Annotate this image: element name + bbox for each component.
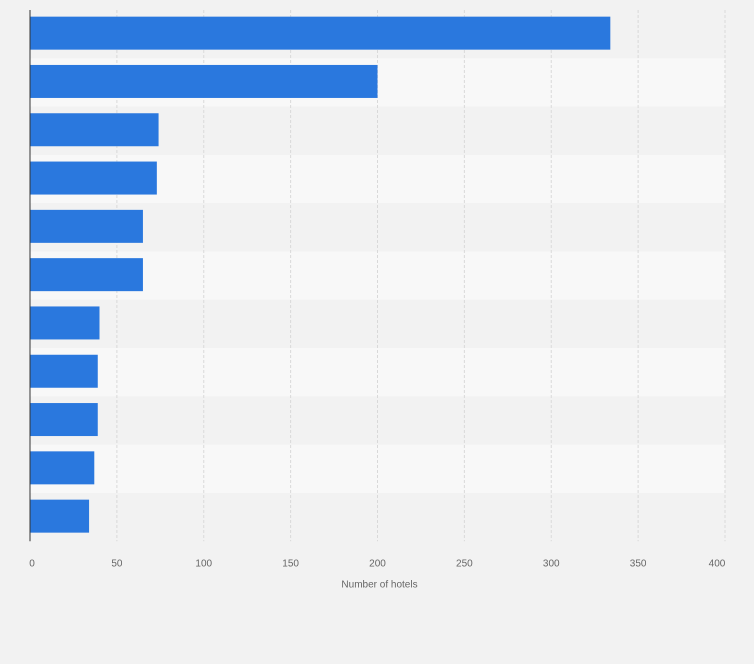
x-tick-label: 150 xyxy=(282,558,299,569)
x-tick-labels: 0 50 100 150 200 250 300 350 400 xyxy=(29,558,726,569)
x-tick-label: 200 xyxy=(369,558,386,569)
bar[interactable] xyxy=(30,499,90,533)
x-tick-label: 400 xyxy=(709,558,726,569)
bar[interactable] xyxy=(30,16,611,50)
x-tick-label: 250 xyxy=(456,558,473,569)
bar[interactable] xyxy=(30,209,143,243)
x-tick-label: 350 xyxy=(630,558,647,569)
x-tick-label: 50 xyxy=(111,558,123,569)
bars xyxy=(30,16,611,533)
bar[interactable] xyxy=(30,113,159,147)
bar[interactable] xyxy=(30,258,143,292)
x-tick-label: 300 xyxy=(543,558,560,569)
bar[interactable] xyxy=(30,64,378,98)
bar[interactable] xyxy=(30,306,100,340)
bar[interactable] xyxy=(30,354,98,388)
bar[interactable] xyxy=(30,451,95,485)
bar[interactable] xyxy=(30,161,157,195)
x-tick-label: 100 xyxy=(195,558,212,569)
x-tick-label: 0 xyxy=(29,558,35,569)
bar[interactable] xyxy=(30,403,98,437)
x-axis-label: Number of hotels xyxy=(341,579,417,590)
